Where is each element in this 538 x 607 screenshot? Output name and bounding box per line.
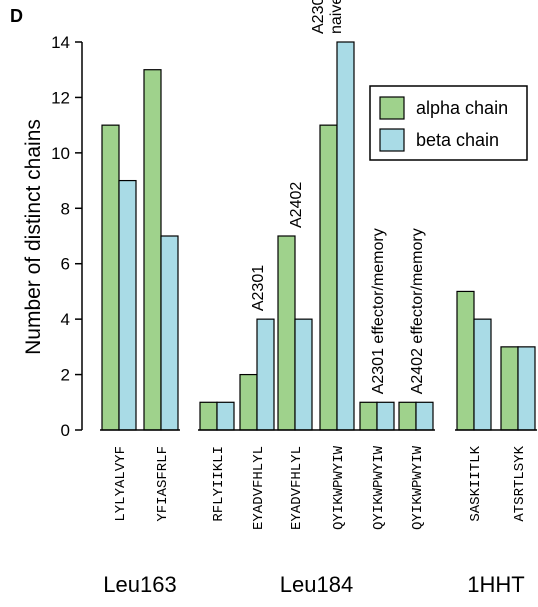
x-tick-label: SASKIITLK: [468, 445, 484, 521]
bar-annotation: A2402: [288, 182, 305, 228]
bar-alpha-4: [239, 373, 258, 431]
bar-beta-6: [336, 41, 355, 431]
bar-beta-5: [294, 318, 313, 431]
bar-alpha-6: [319, 124, 338, 431]
x-tick-label: EYADVFHLYL: [289, 446, 305, 530]
bar-beta-9: [473, 318, 492, 431]
bar-annotation: A2402 effector/memory: [409, 228, 426, 394]
legend-swatch-alpha: [379, 96, 405, 120]
bar-beta-8: [415, 401, 434, 431]
legend-label-beta: beta chain: [416, 130, 499, 150]
group-label: Leu184: [280, 572, 353, 597]
bar-alpha-2: [143, 69, 162, 431]
y-tick-label: 10: [51, 144, 70, 163]
y-tick-label: 12: [51, 88, 70, 107]
group-labels: Leu163 Leu184 1HHT: [103, 572, 524, 597]
bar-alpha-8: [398, 401, 417, 431]
bar-beta-2: [160, 235, 179, 431]
group-label: Leu163: [103, 572, 176, 597]
y-tick-label: 6: [61, 255, 70, 274]
y-tick-label: 4: [61, 310, 70, 329]
x-tick-label: RFLYIIKLI: [211, 446, 227, 522]
bar-annotation: naive: [328, 0, 345, 34]
x-tick-labels: LYLYALVYF YFIASFRLF RFLYIIKLI EYADVFHLYL EYA…: [113, 445, 528, 530]
group-label: 1HHT: [467, 572, 524, 597]
bar-alpha-7: [359, 401, 378, 431]
legend-swatch-beta: [379, 128, 405, 152]
y-tick-label: 2: [61, 366, 70, 385]
bar-alpha-10: [500, 346, 519, 431]
x-tick-label: QYIKWPWYIW: [331, 445, 347, 530]
y-axis-label: Number of distinct chains: [22, 119, 45, 355]
y-tick-label: 0: [61, 421, 70, 440]
y-tick-label: 14: [51, 33, 70, 52]
legend-label-alpha: alpha chain: [416, 98, 508, 118]
bar-alpha-9: [456, 290, 475, 431]
x-tick-label: YFIASFRLF: [155, 446, 171, 522]
x-tick-label: LYLYALVYF: [113, 446, 129, 522]
bar-alpha-3: [199, 401, 218, 431]
y-axis: 0 2 4 6 8 10 12 14: [51, 33, 83, 440]
x-tick-label: QYIKWPWYIW: [410, 445, 426, 530]
x-tick-label: EYADVFHLYL: [251, 446, 267, 530]
x-tick-label: ATSRTLSYK: [512, 445, 528, 521]
legend: alpha chain beta chain: [369, 85, 528, 161]
bar-beta-10: [517, 346, 536, 431]
x-tick-label: QYIKWPWYIW: [371, 445, 387, 530]
bar-beta-4: [256, 318, 275, 431]
y-tick-label: 8: [61, 199, 70, 218]
bar-beta-3: [216, 401, 235, 431]
bar-beta-7: [376, 401, 395, 431]
bar-annotation: A2301: [310, 0, 327, 34]
bar-alpha-1: [101, 124, 120, 431]
bars: [100, 41, 537, 431]
panel-letter: D: [10, 6, 23, 26]
bar-annotation: A2301 effector/memory: [370, 228, 387, 394]
bar-alpha-5: [277, 235, 296, 431]
bar-beta-1: [118, 179, 137, 431]
bar-annotation: A2301: [250, 265, 267, 311]
